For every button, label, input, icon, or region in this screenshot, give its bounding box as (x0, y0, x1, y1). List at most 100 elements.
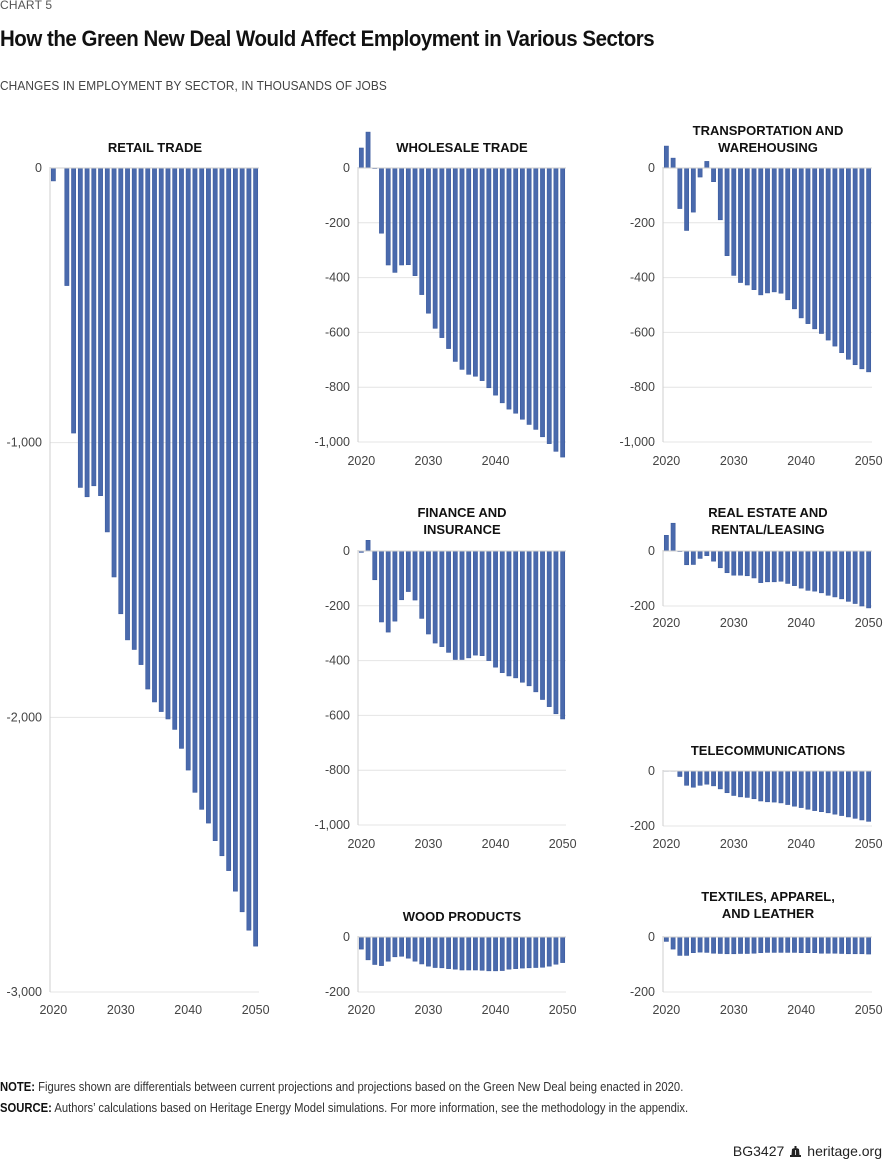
x-tick-label: 2030 (415, 837, 443, 851)
y-tick-label: 0 (648, 161, 655, 175)
bar-2040 (185, 167, 191, 771)
bar-2044 (520, 936, 525, 969)
bar-2031 (738, 167, 743, 283)
y-tick-label: 0 (343, 161, 350, 175)
bar-2035 (765, 770, 770, 803)
bar-2024 (690, 770, 696, 788)
bar-2041 (192, 167, 198, 793)
bar-2032 (439, 167, 445, 338)
panel-title: WOOD PRODUCTS (403, 909, 522, 924)
bar-2040 (493, 936, 498, 972)
bar-2033 (751, 550, 757, 579)
bar-2022 (372, 936, 378, 965)
bar-2047 (846, 936, 851, 955)
bar-2026 (704, 770, 710, 785)
bar-2024 (385, 550, 391, 633)
liberty-bell-icon (790, 1145, 802, 1157)
bar-2038 (172, 167, 178, 730)
bar-2031 (432, 550, 438, 644)
bar-2046 (839, 770, 845, 816)
y-tick-label: -200 (325, 985, 350, 999)
bar-2036 (466, 550, 472, 659)
y-tick-label: -600 (325, 325, 350, 339)
bar-2024 (385, 936, 391, 962)
bar-2046 (226, 167, 232, 871)
bar-2044 (520, 167, 525, 420)
bar-2023 (71, 167, 76, 434)
bar-2027 (98, 167, 103, 496)
bar-2045 (832, 770, 838, 815)
panel-telecom: 0 -200 2020 2030 2040 2050 TELECOMMUNICATIONS (630, 743, 883, 851)
panel-real-estate: 0 -200 2020 2030 2040 2050 REAL ESTATE AND RENT… (630, 505, 883, 630)
panel-title: INSURANCE (423, 522, 501, 537)
y-tick-label: 0 (35, 161, 42, 175)
bar-2022 (372, 550, 378, 581)
bar-2029 (724, 550, 730, 574)
bar-2050 (560, 550, 566, 720)
x-tick-label: 2020 (652, 837, 680, 851)
bar-2024 (690, 550, 696, 565)
note-label: NOTE: (0, 1080, 36, 1094)
panel-retail: 0 -1,000 -2,000 -3,000 2020 2030 2040 2050 RETAI… (7, 140, 270, 1017)
bar-2022 (677, 770, 683, 777)
bar-2036 (771, 770, 777, 803)
bar-2044 (520, 550, 525, 683)
bar-2050 (866, 550, 872, 609)
y-tick-label: -2,000 (7, 710, 42, 724)
bar-2020 (663, 936, 669, 942)
bar-2041 (805, 770, 811, 810)
bar-2047 (846, 550, 851, 602)
publisher-credit: BG3427 heritage.org (733, 1143, 882, 1159)
bar-2045 (526, 936, 532, 969)
bar-2034 (452, 936, 458, 970)
bar-2030 (426, 167, 431, 314)
bar-2050 (560, 936, 566, 963)
bar-2032 (744, 770, 750, 798)
bar-2031 (125, 167, 130, 641)
chart-number-label: CHART 5 (0, 0, 53, 12)
site-link[interactable]: heritage.org (807, 1143, 882, 1159)
bar-2047 (233, 167, 238, 892)
y-tick-label: 0 (648, 544, 655, 558)
bar-2028 (412, 936, 418, 962)
bar-2039 (792, 936, 797, 953)
bar-2048 (546, 167, 552, 444)
bar-2044 (825, 167, 831, 341)
bar-2031 (432, 167, 438, 329)
panel-wood: 0 -200 2020 2030 2040 2050 WOOD PRODUCTS (325, 909, 577, 1017)
bar-2044 (825, 770, 831, 814)
bar-2037 (778, 550, 784, 582)
bar-2031 (738, 936, 743, 954)
bar-2038 (479, 167, 485, 381)
bar-2039 (792, 167, 797, 310)
x-tick-label: 2050 (549, 1003, 577, 1017)
bar-2032 (131, 167, 137, 650)
y-tick-label: 0 (648, 930, 655, 944)
source-text: Authors’ calculations based on Heritage … (51, 1101, 689, 1115)
bar-2024 (690, 936, 696, 953)
bar-2033 (138, 167, 144, 665)
y-tick-label: -200 (325, 216, 350, 230)
bar-2025 (697, 550, 703, 559)
bar-2036 (466, 167, 472, 375)
bar-2037 (473, 550, 478, 656)
bar-2023 (379, 550, 384, 623)
bar-2043 (819, 936, 824, 954)
bar-2047 (540, 167, 545, 438)
y-tick-label: -800 (325, 380, 350, 394)
bar-2050 (560, 167, 566, 458)
bar-2021 (365, 936, 371, 961)
x-tick-label: 2040 (787, 1003, 815, 1017)
bar-2036 (771, 550, 777, 583)
bar-2048 (546, 550, 552, 707)
y-tick-label: -400 (630, 271, 655, 285)
bar-2020 (358, 936, 364, 950)
bar-2027 (711, 936, 716, 954)
bar-2037 (473, 936, 478, 971)
chart-title: How the Green New Deal Would Affect Empl… (0, 26, 655, 51)
bar-2039 (486, 167, 492, 389)
bar-2040 (493, 167, 498, 396)
bar-2032 (744, 550, 750, 577)
bar-2029 (111, 167, 117, 578)
x-tick-label: 2030 (720, 1003, 748, 1017)
